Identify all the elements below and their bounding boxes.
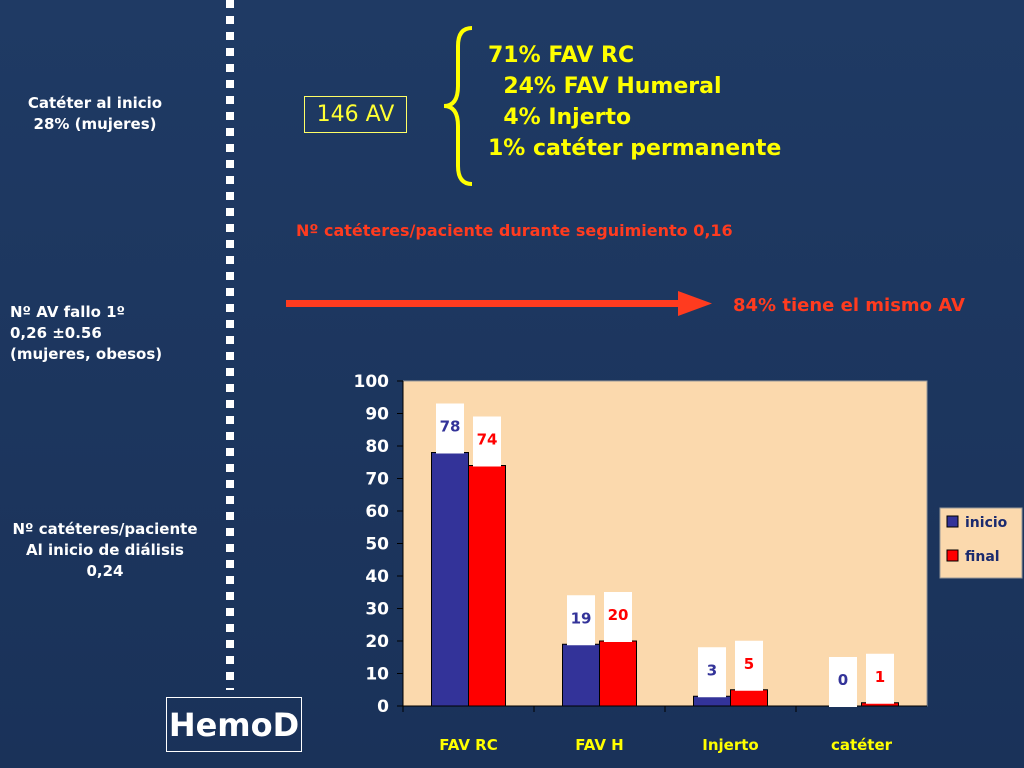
data-label: 19 bbox=[571, 609, 592, 627]
bar-final bbox=[468, 465, 506, 707]
same-av-text: 84% tiene el mismo AV bbox=[733, 295, 965, 316]
data-label-box bbox=[473, 416, 501, 467]
av-breakdown-item: 4% Injerto bbox=[488, 105, 632, 130]
data-label: 5 bbox=[744, 655, 754, 673]
bar-inicio bbox=[431, 452, 469, 707]
y-tick-label: 50 bbox=[365, 535, 389, 555]
legend-swatch-final bbox=[946, 549, 959, 562]
y-tick-label: 40 bbox=[365, 567, 389, 587]
catheters-per-patient-note: Nº catéteres/paciente Al inicio de diáli… bbox=[5, 519, 205, 582]
y-tick-label: 100 bbox=[354, 372, 390, 392]
av-breakdown-item: 24% FAV Humeral bbox=[488, 74, 722, 99]
av-breakdown-list: 71% FAV RC 24% FAV Humeral 4% Injerto 1%… bbox=[488, 40, 781, 164]
data-label-box bbox=[698, 647, 726, 698]
y-tick-label: 80 bbox=[365, 437, 389, 457]
data-label: 74 bbox=[477, 431, 498, 449]
y-tick-label: 90 bbox=[365, 405, 389, 425]
note-line: Nº catéteres/paciente bbox=[12, 520, 198, 538]
curly-brace bbox=[443, 26, 473, 186]
data-label-box bbox=[436, 403, 464, 454]
bar-inicio bbox=[693, 695, 731, 707]
note-line: (mujeres, obesos) bbox=[10, 345, 163, 363]
y-tick-label: 0 bbox=[377, 697, 389, 717]
note-line: 28% (mujeres) bbox=[33, 115, 157, 133]
legend-label-final: final bbox=[965, 549, 1000, 565]
data-label: 3 bbox=[707, 661, 717, 679]
y-tick-label: 20 bbox=[365, 632, 389, 652]
note-line: Nº AV fallo 1º bbox=[10, 303, 126, 321]
data-label-box bbox=[866, 653, 894, 704]
arrow-icon bbox=[286, 291, 712, 316]
data-label: 20 bbox=[608, 606, 629, 624]
catheters-follow-up-text: Nº catéteres/paciente durante seguimient… bbox=[296, 221, 733, 240]
bar-final bbox=[730, 689, 768, 707]
legend-swatch-inicio bbox=[946, 515, 959, 528]
note-line: 0,24 bbox=[86, 562, 124, 580]
data-label: 1 bbox=[875, 668, 885, 686]
legend-label-inicio: inicio bbox=[965, 515, 1008, 531]
data-label: 0 bbox=[838, 671, 848, 689]
x-tick-label: Injerto bbox=[702, 736, 758, 754]
data-label-box bbox=[604, 592, 632, 642]
note-line: 0,26 ±0.56 bbox=[10, 324, 102, 342]
y-tick-label: 10 bbox=[365, 665, 389, 685]
y-tick-label: 60 bbox=[365, 502, 389, 522]
data-label-box bbox=[735, 640, 763, 691]
x-tick-label: FAV RC bbox=[439, 736, 498, 754]
note-line: Catéter al inicio bbox=[27, 94, 163, 112]
y-tick-label: 70 bbox=[365, 470, 389, 490]
catheter-start-note: Catéter al inicio 28% (mujeres) bbox=[10, 93, 180, 135]
bar-final bbox=[599, 640, 637, 707]
data-label-box bbox=[829, 657, 857, 707]
av-failure-note: Nº AV fallo 1º 0,26 ±0.56 (mujeres, obes… bbox=[10, 302, 210, 365]
av-breakdown-item: 1% catéter permanente bbox=[488, 136, 782, 161]
x-tick-label: FAV H bbox=[575, 736, 624, 754]
note-line: Al inicio de diálisis bbox=[26, 541, 184, 559]
x-tick-label: catéter bbox=[831, 736, 893, 754]
y-tick-label: 30 bbox=[365, 600, 389, 620]
hemod-label: HemoD bbox=[166, 697, 302, 752]
av-breakdown-item: 71% FAV RC bbox=[488, 43, 635, 68]
av-total-box: 146 AV bbox=[304, 96, 407, 133]
data-label: 78 bbox=[440, 418, 461, 436]
dotted-divider bbox=[226, 0, 234, 690]
bar-inicio bbox=[562, 643, 600, 707]
data-label-box bbox=[567, 595, 595, 646]
